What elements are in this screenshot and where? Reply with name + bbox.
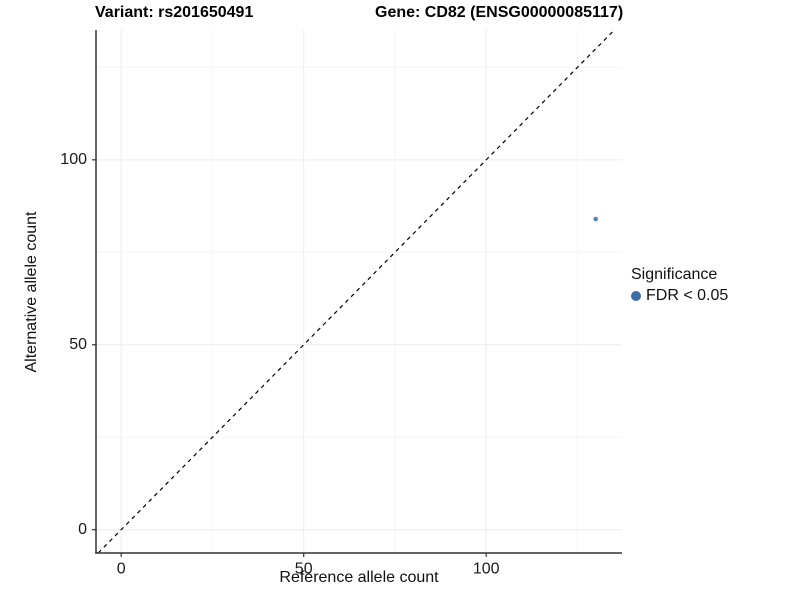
x-tick-label: 50 <box>295 560 313 577</box>
y-tick-label: 100 <box>60 151 87 168</box>
x-tick-label: 0 <box>117 560 126 577</box>
x-axis-title: Reference allele count <box>279 569 439 586</box>
legend-item-label: FDR < 0.05 <box>646 287 729 304</box>
legend: Significance FDR < 0.05 <box>631 266 728 305</box>
legend-point-icon <box>631 291 641 301</box>
y-tick-label: 50 <box>69 336 87 353</box>
legend-item: FDR < 0.05 <box>631 287 728 305</box>
x-tick-label: 100 <box>473 560 500 577</box>
identity-dashed-line <box>97 29 615 554</box>
variant-title: Variant: rs201650491 <box>95 4 254 21</box>
gene-title: Gene: CD82 (ENSG00000085117) <box>375 4 624 21</box>
y-axis-title: Alternative allele count <box>23 211 40 373</box>
data-point <box>593 216 599 222</box>
legend-title: Significance <box>631 266 718 283</box>
y-tick-label: 0 <box>78 521 87 538</box>
